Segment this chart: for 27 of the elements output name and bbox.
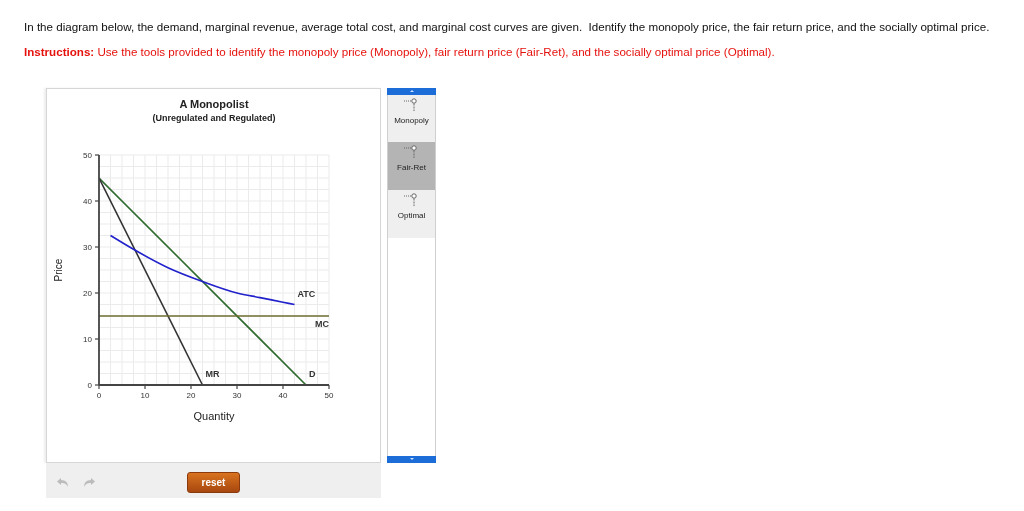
chart-subtitle: (Unregulated and Regulated) (151, 112, 277, 124)
y-tick-label: 30 (83, 242, 93, 252)
text: Monopoly (393, 116, 430, 126)
y-tick-label: 50 (83, 150, 93, 160)
x-tick-label: 50 (324, 390, 334, 400)
line-series (109, 234, 296, 306)
x-tick-label: 30 (232, 390, 242, 400)
text: Fair-Ret (396, 163, 427, 173)
x-tick-label: 0 (96, 390, 102, 400)
series-label: D (309, 369, 316, 379)
y-axis-title: Price (52, 258, 64, 282)
x-axis-title: Quantity (193, 410, 235, 422)
y-tick-label: 0 (87, 380, 93, 390)
y-tick-label: 10 (83, 334, 93, 344)
x-tick-label: 20 (186, 390, 196, 400)
series-label: MR (205, 369, 220, 379)
series-label: MC (315, 319, 330, 329)
y-tick-label: 40 (83, 196, 93, 206)
y-tick-label: 20 (83, 288, 93, 298)
text: In the diagram below, the demand, marginal revenue, average total cost, and marginal cost curves are given. Identify the monopoly price, the fair return price, and the socially optimal price. (24, 20, 990, 34)
series-label: ATC (297, 288, 316, 299)
text: Optimal (396, 211, 427, 221)
chart-title: A Monopolist (178, 97, 250, 111)
x-tick-label: 40 (278, 390, 288, 400)
x-tick-label: 10 (140, 390, 150, 400)
text: Instructions: Use the tools provided to identify the monopoly price (Monopoly), fair return price (Fair-Ret), and the socially optimal price (Optimal). (24, 45, 775, 59)
reset-button: reset (187, 472, 240, 493)
